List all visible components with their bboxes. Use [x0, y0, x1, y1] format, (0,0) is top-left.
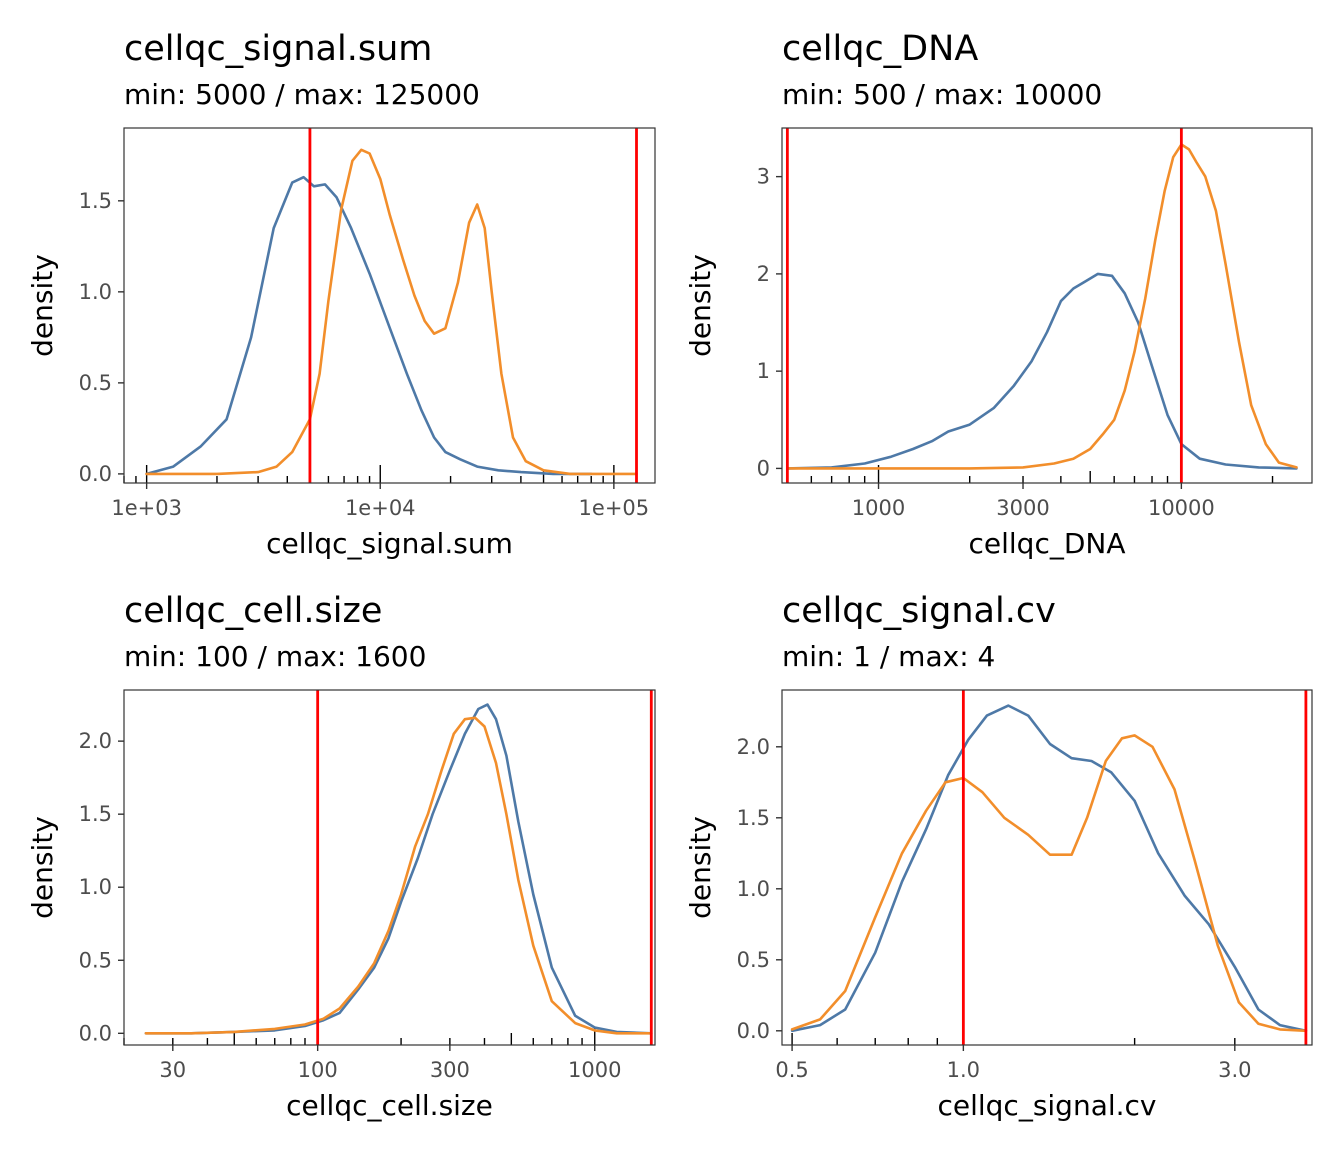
y-tick-label: 1 — [757, 359, 770, 383]
density-curve-blue — [786, 272, 1298, 470]
chart-subtitle: min: 500 / max: 10000 — [782, 78, 1102, 111]
y-tick-label: 2.0 — [737, 735, 770, 759]
density-curve-blue — [145, 175, 593, 476]
series-group — [145, 148, 638, 476]
plot-frame — [781, 689, 1313, 1046]
y-tick-label: 0.5 — [79, 371, 112, 395]
x-tick-label: 1e+03 — [111, 496, 182, 520]
y-axis-title: density — [684, 816, 717, 919]
x-tick-label: 100 — [298, 1058, 338, 1082]
y-tick-label: 2.0 — [79, 729, 112, 753]
chart-title: cellqc_cell.size — [124, 591, 382, 631]
y-tick-label: 0.5 — [79, 948, 112, 972]
y-tick-label: 1.0 — [737, 877, 770, 901]
x-tick-label: 1e+05 — [579, 496, 650, 520]
y-axis-title: density — [26, 254, 59, 357]
y-tick-label: 0 — [757, 456, 770, 480]
y-tick-label: 1.0 — [79, 280, 112, 304]
y-tick-label: 0.0 — [737, 1019, 770, 1043]
y-axis-title: density — [26, 816, 59, 919]
y-tick-label: 0.0 — [79, 1021, 112, 1045]
density-curve-orange — [790, 734, 1308, 1033]
x-tick-label: 300 — [430, 1058, 470, 1082]
series-group — [786, 143, 1298, 470]
y-axis-title: density — [684, 254, 717, 357]
plot-frame — [781, 127, 1313, 484]
y-tick-label: 1.5 — [79, 802, 112, 826]
y-tick-label: 1.0 — [79, 875, 112, 899]
chart-subtitle: min: 100 / max: 1600 — [124, 640, 426, 673]
chart-subtitle: min: 5000 / max: 125000 — [124, 78, 480, 111]
plot-frame — [123, 127, 656, 484]
panel-1: cellqc_signal.sum min: 5000 / max: 125000… — [26, 29, 656, 560]
x-tick-label: 10000 — [1148, 496, 1215, 520]
density-curve-orange — [144, 716, 653, 1035]
x-axis-title: cellqc_DNA — [968, 527, 1125, 560]
chart-title: cellqc_DNA — [782, 29, 978, 69]
chart-title: cellqc_signal.sum — [124, 29, 432, 69]
y-tick-label: 2 — [757, 262, 770, 286]
x-tick-label: 0.5 — [775, 1058, 808, 1082]
panel-2: cellqc_DNA min: 500 / max: 10000 0 1 2 3 1000 3… — [684, 29, 1313, 560]
y-tick-label: 1.5 — [79, 189, 112, 213]
x-tick-label: 1000 — [568, 1058, 621, 1082]
x-tick-label: 1.0 — [947, 1058, 980, 1082]
x-axis-title: cellqc_cell.size — [286, 1089, 493, 1122]
x-tick-label: 1000 — [852, 496, 905, 520]
x-tick-label: 1e+04 — [345, 496, 416, 520]
x-axis-title: cellqc_signal.cv — [937, 1089, 1156, 1122]
y-tick-label: 0.5 — [737, 948, 770, 972]
x-tick-label: 3.0 — [1218, 1058, 1251, 1082]
density-curve-blue — [790, 704, 1308, 1033]
density-curve-blue — [144, 703, 653, 1035]
chart-title: cellqc_signal.cv — [782, 591, 1056, 631]
chart-subtitle: min: 1 / max: 4 — [782, 640, 995, 673]
y-tick-label: 3 — [757, 165, 770, 189]
y-tick-label: 1.5 — [737, 806, 770, 830]
density-curve-orange — [786, 143, 1298, 470]
y-tick-label: 0.0 — [79, 462, 112, 486]
panel-3: cellqc_cell.size min: 100 / max: 1600 0.0 0… — [26, 591, 656, 1122]
series-group — [790, 704, 1308, 1033]
series-group — [144, 703, 653, 1035]
x-tick-label: 3000 — [996, 496, 1049, 520]
x-axis-title: cellqc_signal.sum — [266, 527, 513, 560]
plot-frame — [123, 689, 656, 1046]
x-tick-label: 30 — [159, 1058, 186, 1082]
